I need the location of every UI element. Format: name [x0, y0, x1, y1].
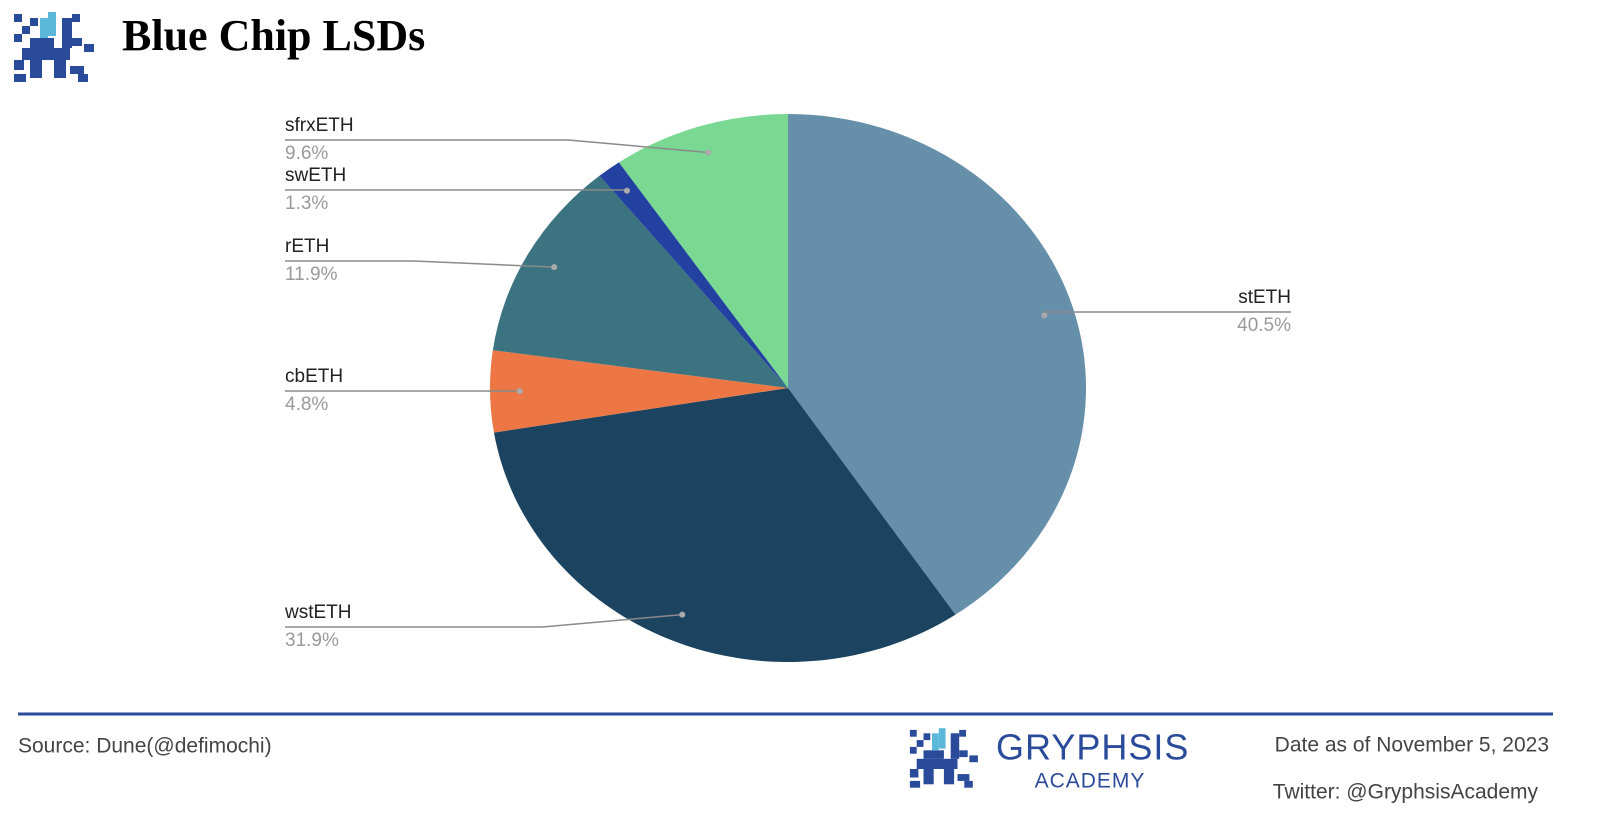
pie-slice	[599, 162, 788, 388]
slice-value: 9.6%	[285, 143, 328, 164]
pie-slice	[788, 114, 1086, 615]
leader-dot	[623, 187, 630, 194]
leader-dot	[551, 264, 558, 271]
slice-value: 11.9%	[285, 264, 338, 285]
leader-line	[285, 613, 683, 628]
brand-sub: ACADEMY	[1035, 770, 1146, 793]
leader-dot	[516, 388, 523, 395]
pie-slice	[490, 350, 788, 433]
leader-dot	[679, 611, 686, 618]
slice-label: rETH	[285, 236, 329, 257]
slice-label: stETH	[1238, 287, 1291, 308]
pie-slice	[618, 114, 788, 388]
slice-value: 1.3%	[285, 193, 328, 214]
leader-line	[285, 139, 709, 154]
leader-line	[285, 189, 628, 191]
date: Date as of November 5, 2023	[1275, 734, 1549, 757]
slice-label: wstETH	[284, 602, 352, 623]
slice-label: sfrxETH	[285, 115, 354, 136]
twitter: Twitter: @GryphsisAcademy	[1273, 781, 1539, 804]
slice-value: 4.8%	[285, 394, 328, 415]
leader-dot	[705, 149, 712, 156]
leader-dot	[1041, 312, 1048, 319]
pie-slice	[492, 175, 788, 388]
brand: GRYPHSIS	[996, 727, 1189, 768]
pie: stETH 40.5% wstETH 31.9% cbETH 4.8% rETH 11.9% s…	[284, 114, 1291, 662]
chart-title: Blue Chip LSDs	[122, 11, 425, 60]
slice-label: cbETH	[285, 366, 343, 387]
leader-line	[285, 260, 555, 268]
slice-label: swETH	[285, 165, 346, 186]
pie-slice	[493, 388, 956, 662]
slice-value: 40.5%	[1237, 315, 1291, 336]
footer-logo	[909, 728, 978, 788]
slice-value: 31.9%	[285, 630, 339, 651]
source: Source: Dune(@defimochi)	[18, 735, 272, 758]
logo	[14, 12, 94, 82]
